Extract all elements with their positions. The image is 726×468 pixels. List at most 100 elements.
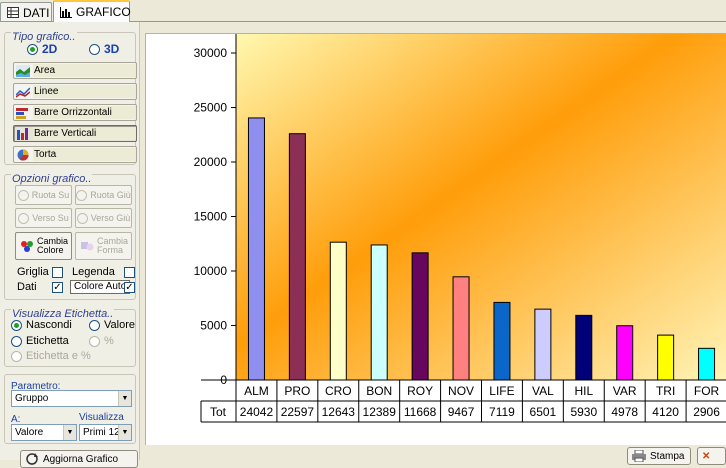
cambia-forma-button[interactable]: Cambia Forma: [75, 232, 132, 260]
value-label-val: 6501: [530, 405, 557, 419]
verso-giu-button[interactable]: Verso Giù: [75, 208, 132, 228]
category-label-cro: CRO: [325, 384, 352, 398]
parametro-select[interactable]: Gruppo ▼: [11, 390, 132, 407]
category-label-life: LIFE: [489, 384, 514, 398]
radio-percent[interactable]: %: [89, 335, 114, 347]
value-label-pro: 22597: [281, 405, 315, 419]
category-label-for: FOR: [694, 384, 720, 398]
horizontal-bar-icon: [16, 107, 30, 119]
valore-label: Valore: [104, 319, 135, 331]
stampa-button[interactable]: Stampa: [627, 447, 691, 465]
verso-su-label: Verso Su: [32, 213, 69, 223]
cambia-forma-label: Cambia Forma: [97, 236, 129, 255]
parametro-group: Parametro: Gruppo ▼ A: Visualizza Valore…: [4, 374, 136, 444]
y-tick-label: 25000: [194, 101, 228, 115]
radio-etichetta[interactable]: Etichetta: [11, 335, 69, 347]
radio-3d-dot[interactable]: [89, 43, 100, 55]
refresh-icon: [25, 453, 39, 465]
barre-orizzontali-label: Barre Orrizzontali: [33, 106, 136, 119]
area-button[interactable]: Area: [13, 62, 137, 79]
etichetta-label: Etichetta: [26, 335, 69, 347]
category-label-alm: ALM: [244, 384, 269, 398]
category-label-tri: TRI: [656, 384, 675, 398]
close-button[interactable]: ✕: [697, 447, 726, 465]
bar-val: [534, 308, 552, 381]
radio-nascondi-dot[interactable]: [11, 319, 22, 331]
radio-3d-label: 3D: [104, 42, 120, 56]
category-label-nov: NOV: [448, 384, 474, 398]
radio-nascondi[interactable]: Nascondi: [11, 319, 72, 331]
radio-etichetta-percent-dot[interactable]: [11, 350, 22, 362]
visualizza-etichetta-title: Visualizza Etichetta..: [11, 308, 115, 320]
griglia-checkbox[interactable]: [52, 267, 63, 278]
verso-su-button[interactable]: Verso Su: [15, 208, 72, 228]
tab-dati[interactable]: DATI: [0, 2, 52, 22]
visualizza-etichetta-group: Visualizza Etichetta.. Nascondi Valore E…: [4, 309, 136, 367]
percent-label: %: [104, 335, 114, 347]
category-label-pro: PRO: [284, 384, 310, 398]
bar-bon: [370, 244, 388, 381]
y-tick-label: 10000: [194, 264, 228, 278]
plot-area: [236, 34, 726, 380]
bar-pro: [288, 133, 306, 381]
area-button-label: Area: [33, 64, 136, 77]
radio-valore[interactable]: Valore: [89, 319, 135, 331]
rotate-down-icon: [76, 189, 88, 201]
value-label-var: 4978: [611, 405, 638, 419]
bar-for: [698, 347, 716, 381]
barre-verticali-button[interactable]: Barre Verticali: [13, 125, 137, 142]
barre-verticali-label: Barre Verticali: [33, 127, 136, 140]
value-label-roy: 11668: [404, 405, 437, 419]
close-icon: ✕: [702, 450, 711, 462]
radio-2d[interactable]: 2D: [27, 42, 57, 56]
tab-grafico-label: GRAFICO: [76, 5, 131, 19]
chevron-down-icon[interactable]: ▼: [63, 425, 76, 440]
bar-roy: [411, 252, 429, 381]
pie-chart-icon: [16, 149, 30, 161]
dati-checkbox[interactable]: ✓: [52, 282, 63, 293]
shape-icon: [80, 240, 94, 252]
torta-button-label: Torta: [33, 148, 136, 161]
radio-2d-dot[interactable]: [27, 43, 38, 55]
aggiorna-grafico-button[interactable]: Aggiorna Grafico: [20, 450, 138, 468]
cambia-colore-label: Cambia Colore: [37, 236, 69, 255]
value-label-alm: 24042: [240, 405, 274, 419]
parametro-label: Parametro:: [11, 381, 61, 392]
opzioni-grafico-title: Opzioni grafico..: [11, 173, 93, 185]
a-select[interactable]: Valore ▼: [11, 424, 77, 441]
radio-etichetta-percent[interactable]: Etichetta e %: [11, 350, 91, 362]
visualizza-select[interactable]: Primi 12 ▼: [79, 424, 132, 441]
tab-dati-label: DATI: [23, 5, 50, 20]
chevron-down-icon[interactable]: ▼: [118, 425, 131, 440]
verso-giu-label: Verso Giù: [90, 213, 131, 223]
radio-etichetta-dot[interactable]: [11, 335, 22, 347]
vertical-bar-icon: [16, 127, 30, 140]
ruota-giu-button[interactable]: Ruota Giù: [75, 185, 132, 205]
ruota-su-label: Ruota Su: [31, 190, 70, 200]
tab-strip: DATI GRAFICO: [0, 0, 726, 22]
tipo-grafico-title: Tipo grafico..: [11, 31, 77, 43]
ruota-su-button[interactable]: Ruota Su: [15, 185, 72, 205]
arrow-up-icon: [18, 212, 30, 224]
tab-grafico[interactable]: GRAFICO: [53, 0, 131, 22]
radio-3d[interactable]: 3D: [89, 42, 119, 56]
colore-auto-checkbox[interactable]: ✓: [124, 282, 135, 293]
left-panel: Tipo grafico.. 2D 3D Area Linee Barre Or…: [0, 22, 140, 468]
bar-alm: [247, 117, 265, 381]
barre-orizzontali-button[interactable]: Barre Orrizzontali: [13, 104, 137, 121]
legenda-checkbox[interactable]: [124, 267, 135, 278]
radio-percent-dot[interactable]: [89, 335, 100, 347]
category-label-val: VAL: [532, 384, 554, 398]
chevron-down-icon[interactable]: ▼: [118, 391, 131, 406]
radio-valore-dot[interactable]: [89, 319, 100, 331]
printer-icon: [632, 449, 646, 463]
chart-frame: 0 5000 10000 15000 20000 25000 30000 Tot ALM 240…: [145, 33, 726, 445]
linee-button[interactable]: Linee: [13, 83, 137, 100]
torta-button[interactable]: Torta: [13, 146, 137, 163]
cambia-colore-button[interactable]: Cambia Colore: [15, 232, 72, 260]
stampa-label: Stampa: [650, 450, 685, 462]
a-label: A:: [11, 414, 21, 425]
bar-hil: [575, 314, 593, 381]
legenda-label: Legenda: [72, 266, 115, 278]
